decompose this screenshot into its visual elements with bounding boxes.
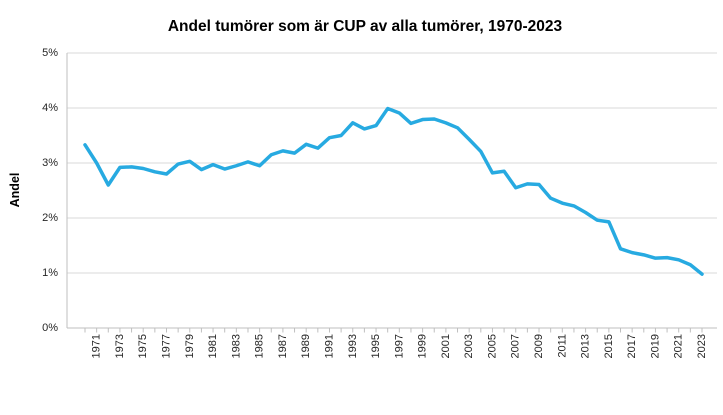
- y-tick-label: 5%: [42, 47, 58, 59]
- x-tick-label: 2011: [556, 334, 568, 358]
- x-tick-label: 1979: [184, 334, 196, 358]
- x-tick-label: 2023: [696, 334, 708, 358]
- gridlines: [67, 52, 717, 274]
- x-tick-label: 1981: [207, 334, 219, 358]
- x-tick-label: 1983: [230, 334, 242, 358]
- x-tick-label: 1971: [91, 334, 103, 358]
- y-tick-label: 1%: [42, 267, 58, 279]
- series-line: [83, 106, 704, 276]
- x-tick-label: 1977: [160, 334, 172, 358]
- axis-tick-labels: 0% 1% 2% 3% 4% 5% 1971 1973 1975 1977 1979 1981 1983…: [42, 47, 708, 358]
- x-tick-label: 2003: [463, 334, 475, 358]
- x-tick-label: 2013: [580, 334, 592, 358]
- x-tick-label: 2015: [603, 334, 615, 358]
- y-axis-title: Andel: [8, 173, 22, 208]
- y-tick-label: 3%: [42, 157, 58, 169]
- x-tick-label: 1987: [277, 334, 289, 358]
- x-tick-label: 1975: [137, 334, 149, 358]
- x-tick-label: 1985: [254, 334, 266, 358]
- y-tick-label: 0%: [42, 322, 58, 334]
- data-series: [83, 106, 704, 276]
- x-tick-label: 1973: [114, 334, 126, 358]
- chart-title: Andel tumörer som är CUP av alla tumörer…: [168, 18, 563, 35]
- y-tick-label: 2%: [42, 212, 58, 224]
- x-tick-label: 2001: [440, 334, 452, 358]
- x-tick-label: 1993: [347, 334, 359, 358]
- x-tick-label: 1995: [370, 334, 382, 358]
- x-tick-label: 2021: [673, 334, 685, 358]
- x-tick-label: 1999: [417, 334, 429, 358]
- x-tick-label: 1997: [393, 334, 405, 358]
- x-tick-label: 1989: [300, 334, 312, 358]
- y-tick-label: 4%: [42, 102, 58, 114]
- x-tick-label: 2007: [510, 334, 522, 358]
- x-tick-label: 2019: [649, 334, 661, 358]
- axes: [66, 53, 717, 333]
- x-tick-label: 2009: [533, 334, 545, 358]
- x-tick-label: 1991: [323, 334, 335, 358]
- x-tick-label: 2005: [486, 334, 498, 358]
- x-tick-label: 2017: [626, 334, 638, 358]
